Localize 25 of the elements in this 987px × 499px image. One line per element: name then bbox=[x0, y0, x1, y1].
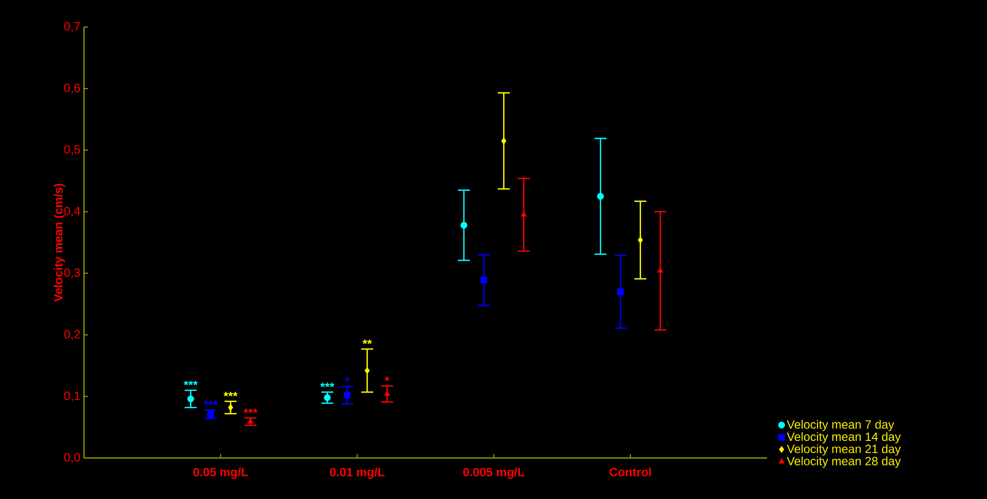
y-tick-label: 0,7 bbox=[64, 22, 80, 32]
y-tick-label: 0,5 bbox=[64, 145, 80, 156]
x-tick-label: 0.005 mg/L bbox=[463, 468, 524, 479]
y-tick-label: 0,2 bbox=[64, 330, 80, 340]
x-tick-label: 0.01 mg/L bbox=[330, 468, 385, 479]
data-label: *** bbox=[320, 382, 334, 388]
x-tick-label: Control bbox=[610, 468, 651, 476]
y-tick-label: 0,4 bbox=[64, 206, 80, 217]
y-tick-label: 0,6 bbox=[64, 84, 80, 94]
data-label: * bbox=[344, 377, 350, 382]
data-label: *** bbox=[204, 400, 218, 405]
y-tick-label: 0,3 bbox=[64, 268, 80, 278]
legend-label: Velocity mean 21 day bbox=[786, 444, 901, 456]
x-tick-label: 0.05 mg/L bbox=[193, 468, 248, 479]
data-label: * bbox=[384, 376, 390, 381]
legend-label: Velocity mean 14 day bbox=[786, 432, 901, 444]
legend-label: Velocity mean 28 day bbox=[786, 456, 901, 468]
data-label: *** bbox=[224, 392, 238, 396]
legend-label: Velocity mean 7 day bbox=[786, 420, 894, 432]
y-tick-label: 0,0 bbox=[64, 453, 80, 463]
y-tick-label: 0,1 bbox=[64, 391, 80, 402]
y-axis-title: Velocity mean (cm/s) bbox=[54, 184, 65, 302]
data-label: *** bbox=[244, 408, 258, 413]
data-label: ** bbox=[362, 340, 372, 344]
data-label: *** bbox=[184, 380, 198, 386]
